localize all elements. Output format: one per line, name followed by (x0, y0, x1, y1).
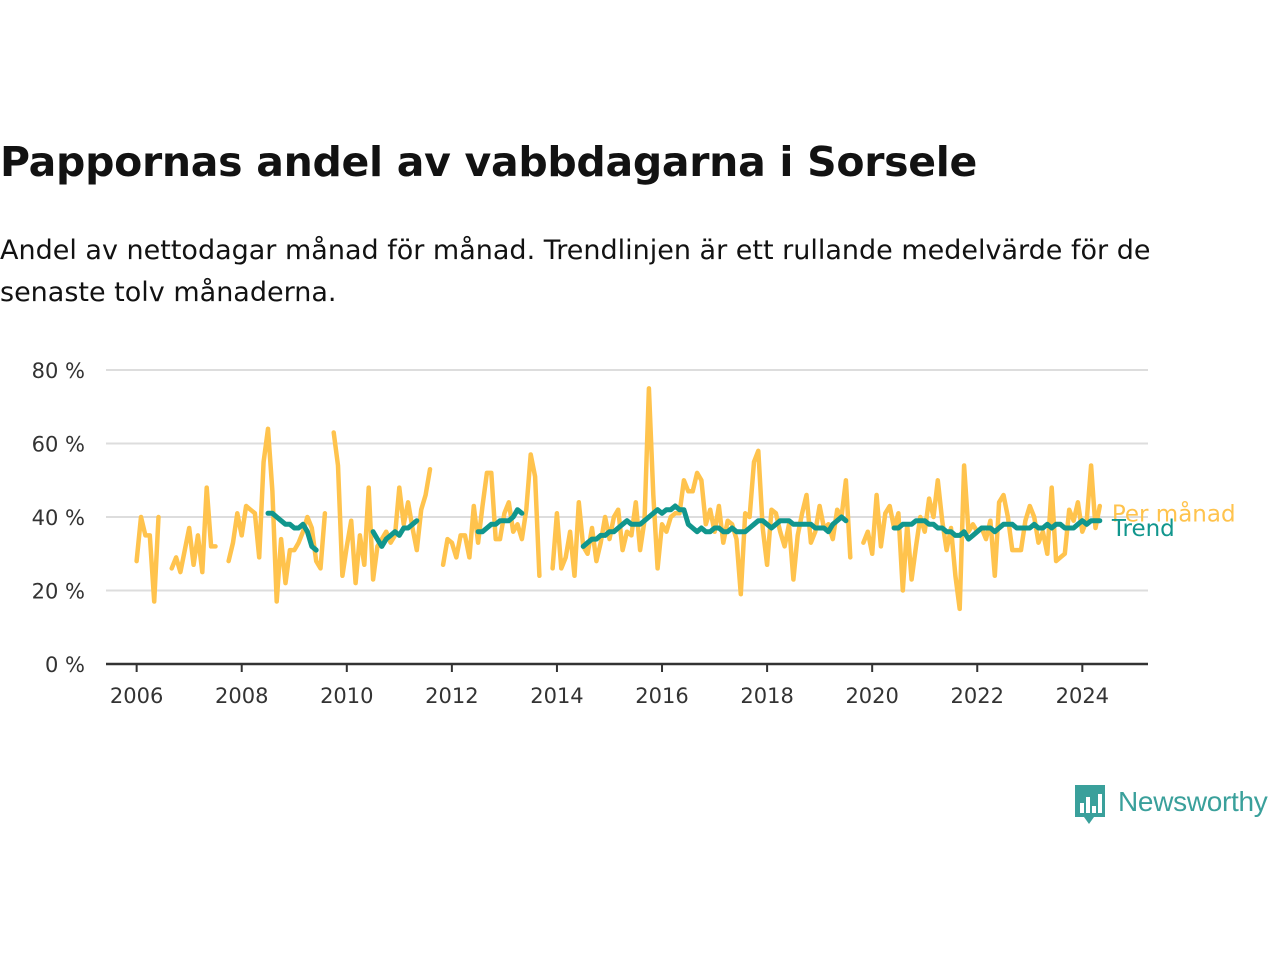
series-line-segment (226, 426, 328, 604)
series-line-segment (580, 503, 849, 549)
x-tick-label: 2020 (845, 684, 898, 708)
series-line-segment (169, 485, 218, 575)
x-tick-label: 2024 (1056, 684, 1109, 708)
series-line-segment (550, 386, 853, 597)
series-line-segment (370, 518, 420, 549)
y-axis-ticks: 0 % 20 % 40 % 60 % 80 % (32, 359, 85, 677)
legend-label: Per månad (1112, 499, 1236, 527)
series-line-segment (475, 507, 525, 535)
y-tick-label: 80 % (32, 359, 85, 383)
x-tick-label: 2018 (740, 684, 793, 708)
newsworthy-wordmark: Newsworthy (1118, 786, 1268, 817)
y-tick-label: 60 % (32, 433, 85, 457)
line-chart: 0 % 20 % 40 % 60 % 80 % 2006 2008 2010 2012 2014… (32, 359, 1236, 708)
series-lines (134, 386, 1103, 612)
legend-label: Trend (1111, 516, 1175, 542)
x-tick-label: 2006 (110, 684, 163, 708)
series-per-manad (134, 386, 1103, 612)
series-line-segment (331, 430, 433, 586)
x-tick-label: 2014 (530, 684, 583, 708)
x-axis-ticks: 2006 2008 2010 2012 2014 2016 2018 2020 2022 2024 (110, 664, 1109, 708)
series-line-segment (861, 463, 1103, 612)
x-tick-label: 2010 (320, 684, 373, 708)
chart-title: Pappornas andel av vabbdagarna i Sorsele (0, 138, 978, 186)
x-tick-label: 2008 (215, 684, 268, 708)
newsworthy-brand[interactable]: Newsworthy (1072, 784, 1280, 828)
series-line-segment (134, 514, 161, 604)
x-tick-label: 2016 (635, 684, 688, 708)
series-line-segment (440, 452, 542, 579)
newsworthy-logo-icon (1075, 785, 1105, 824)
y-tick-label: 40 % (32, 506, 85, 530)
series-line-segment (265, 510, 319, 553)
x-tick-label: 2022 (951, 684, 1004, 708)
chart-subtitle: Andel av nettodagar månad för månad. Tre… (0, 235, 1151, 308)
y-tick-label: 0 % (45, 653, 85, 677)
x-tick-label: 2012 (425, 684, 478, 708)
series-trend (265, 503, 1103, 553)
series-line-segment (891, 518, 1103, 542)
y-tick-label: 20 % (32, 580, 85, 604)
